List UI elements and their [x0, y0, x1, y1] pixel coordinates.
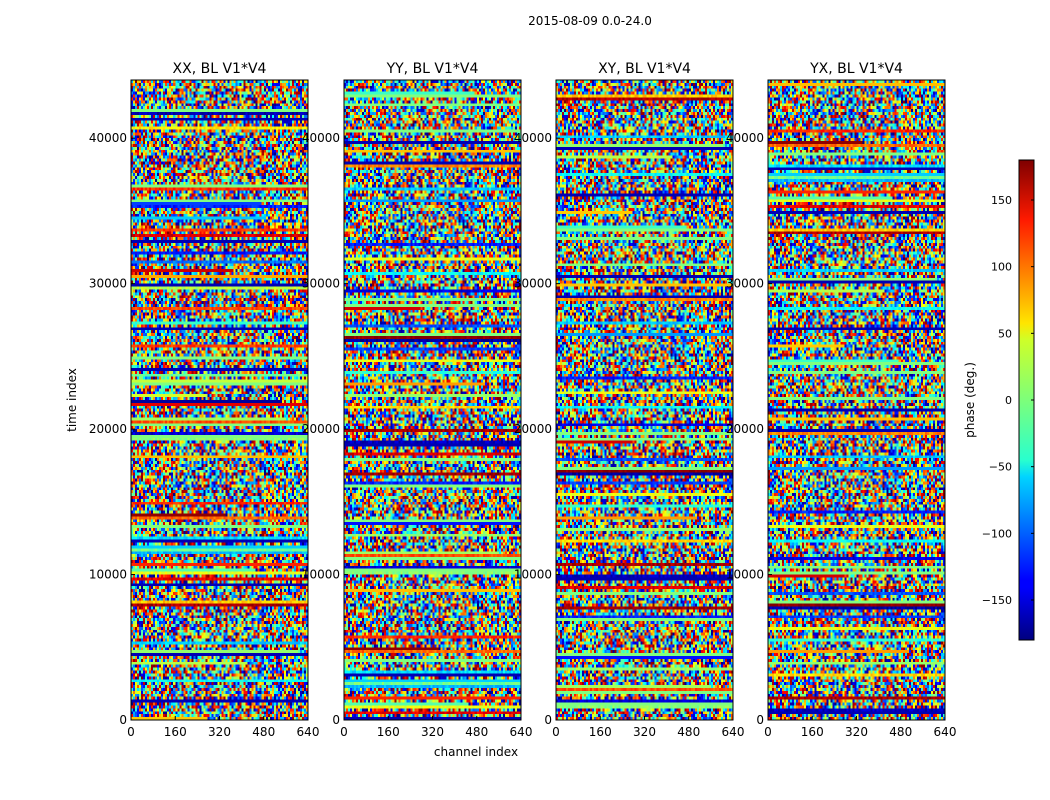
colorbar-tick-label: 100	[991, 261, 1012, 274]
y-tick-label: 10000	[302, 568, 340, 582]
colorbar-tick-label: 150	[991, 194, 1012, 207]
y-tick-label: 40000	[514, 131, 552, 145]
x-tick-label: 160	[589, 725, 612, 739]
heatmap-image	[344, 80, 521, 720]
y-tick-label: 30000	[89, 277, 127, 291]
x-tick-label: 0	[127, 725, 135, 739]
x-tick-label: 160	[377, 725, 400, 739]
colorbar-tick-label: −150	[982, 594, 1012, 607]
y-tick-label: 10000	[514, 568, 552, 582]
x-tick-label: 640	[297, 725, 320, 739]
y-tick-label: 10000	[89, 568, 127, 582]
figure-suptitle: 2015-08-09 0.0-24.0	[528, 14, 652, 28]
heatmap-panel: YX, BL V1*V4 0 160 320 480 640 0 10000 20000 3000…	[726, 61, 957, 739]
panel-title: XY, BL V1*V4	[598, 61, 691, 77]
x-tick-label: 640	[934, 725, 957, 739]
x-tick-label: 480	[465, 725, 488, 739]
y-tick-label: 0	[544, 713, 552, 727]
x-tick-label: 640	[722, 725, 745, 739]
x-tick-label: 320	[845, 725, 868, 739]
colorbar-label: phase (deg.)	[963, 362, 977, 438]
x-tick-label: 320	[633, 725, 656, 739]
x-tick-label: 0	[764, 725, 772, 739]
y-tick-label: 20000	[302, 422, 340, 436]
y-tick-label: 20000	[726, 422, 764, 436]
y-tick-label: 40000	[302, 131, 340, 145]
heatmap-panel: XX, BL V1*V4 0 160 320 480 640 0 10000 20000 3000…	[89, 61, 320, 739]
y-tick-label: 0	[756, 713, 764, 727]
x-tick-label: 160	[164, 725, 187, 739]
heatmap-panel: XY, BL V1*V4 0 160 320 480 640 0 10000 20000 3000…	[514, 61, 745, 739]
x-tick-label: 480	[889, 725, 912, 739]
y-tick-label: 10000	[726, 568, 764, 582]
y-tick-label: 40000	[726, 131, 764, 145]
colorbar-tick-label: 0	[1005, 394, 1012, 407]
x-tick-label: 480	[252, 725, 275, 739]
y-tick-label: 20000	[89, 422, 127, 436]
x-tick-label: 320	[208, 725, 231, 739]
heatmap-image	[131, 80, 308, 720]
colorbar-tick-label: −100	[982, 527, 1012, 540]
x-tick-label: 320	[421, 725, 444, 739]
panel-title: XX, BL V1*V4	[173, 61, 267, 77]
y-tick-label: 40000	[89, 131, 127, 145]
heatmap-panel: YY, BL V1*V4 0 160 320 480 640 0 10000 20000 3000…	[302, 61, 533, 739]
x-axis-label: channel index	[434, 745, 518, 759]
colorbar: phase (deg.) 150 100 50 0 −50 −100 −150	[963, 159, 1035, 641]
y-tick-label: 0	[332, 713, 340, 727]
x-tick-label: 640	[510, 725, 533, 739]
colorbar-tick-label: −50	[989, 461, 1012, 474]
axis-labels: channel index time index	[65, 368, 518, 759]
x-tick-label: 480	[677, 725, 700, 739]
y-tick-label: 30000	[302, 277, 340, 291]
x-tick-label: 0	[552, 725, 560, 739]
heatmap-image	[768, 80, 945, 720]
y-tick-label: 30000	[514, 277, 552, 291]
panel-title: YX, BL V1*V4	[809, 61, 903, 77]
x-tick-label: 160	[801, 725, 824, 739]
colorbar-tick-label: 50	[998, 327, 1012, 340]
panel-title: YY, BL V1*V4	[386, 61, 479, 77]
x-tick-label: 0	[340, 725, 348, 739]
heatmap-image	[556, 80, 733, 720]
y-tick-label: 30000	[726, 277, 764, 291]
heatmap-panels: XX, BL V1*V4 0 160 320 480 640 0 10000 20000 3000…	[89, 61, 957, 739]
y-axis-label: time index	[65, 368, 79, 432]
y-tick-label: 0	[119, 713, 127, 727]
y-tick-label: 20000	[514, 422, 552, 436]
